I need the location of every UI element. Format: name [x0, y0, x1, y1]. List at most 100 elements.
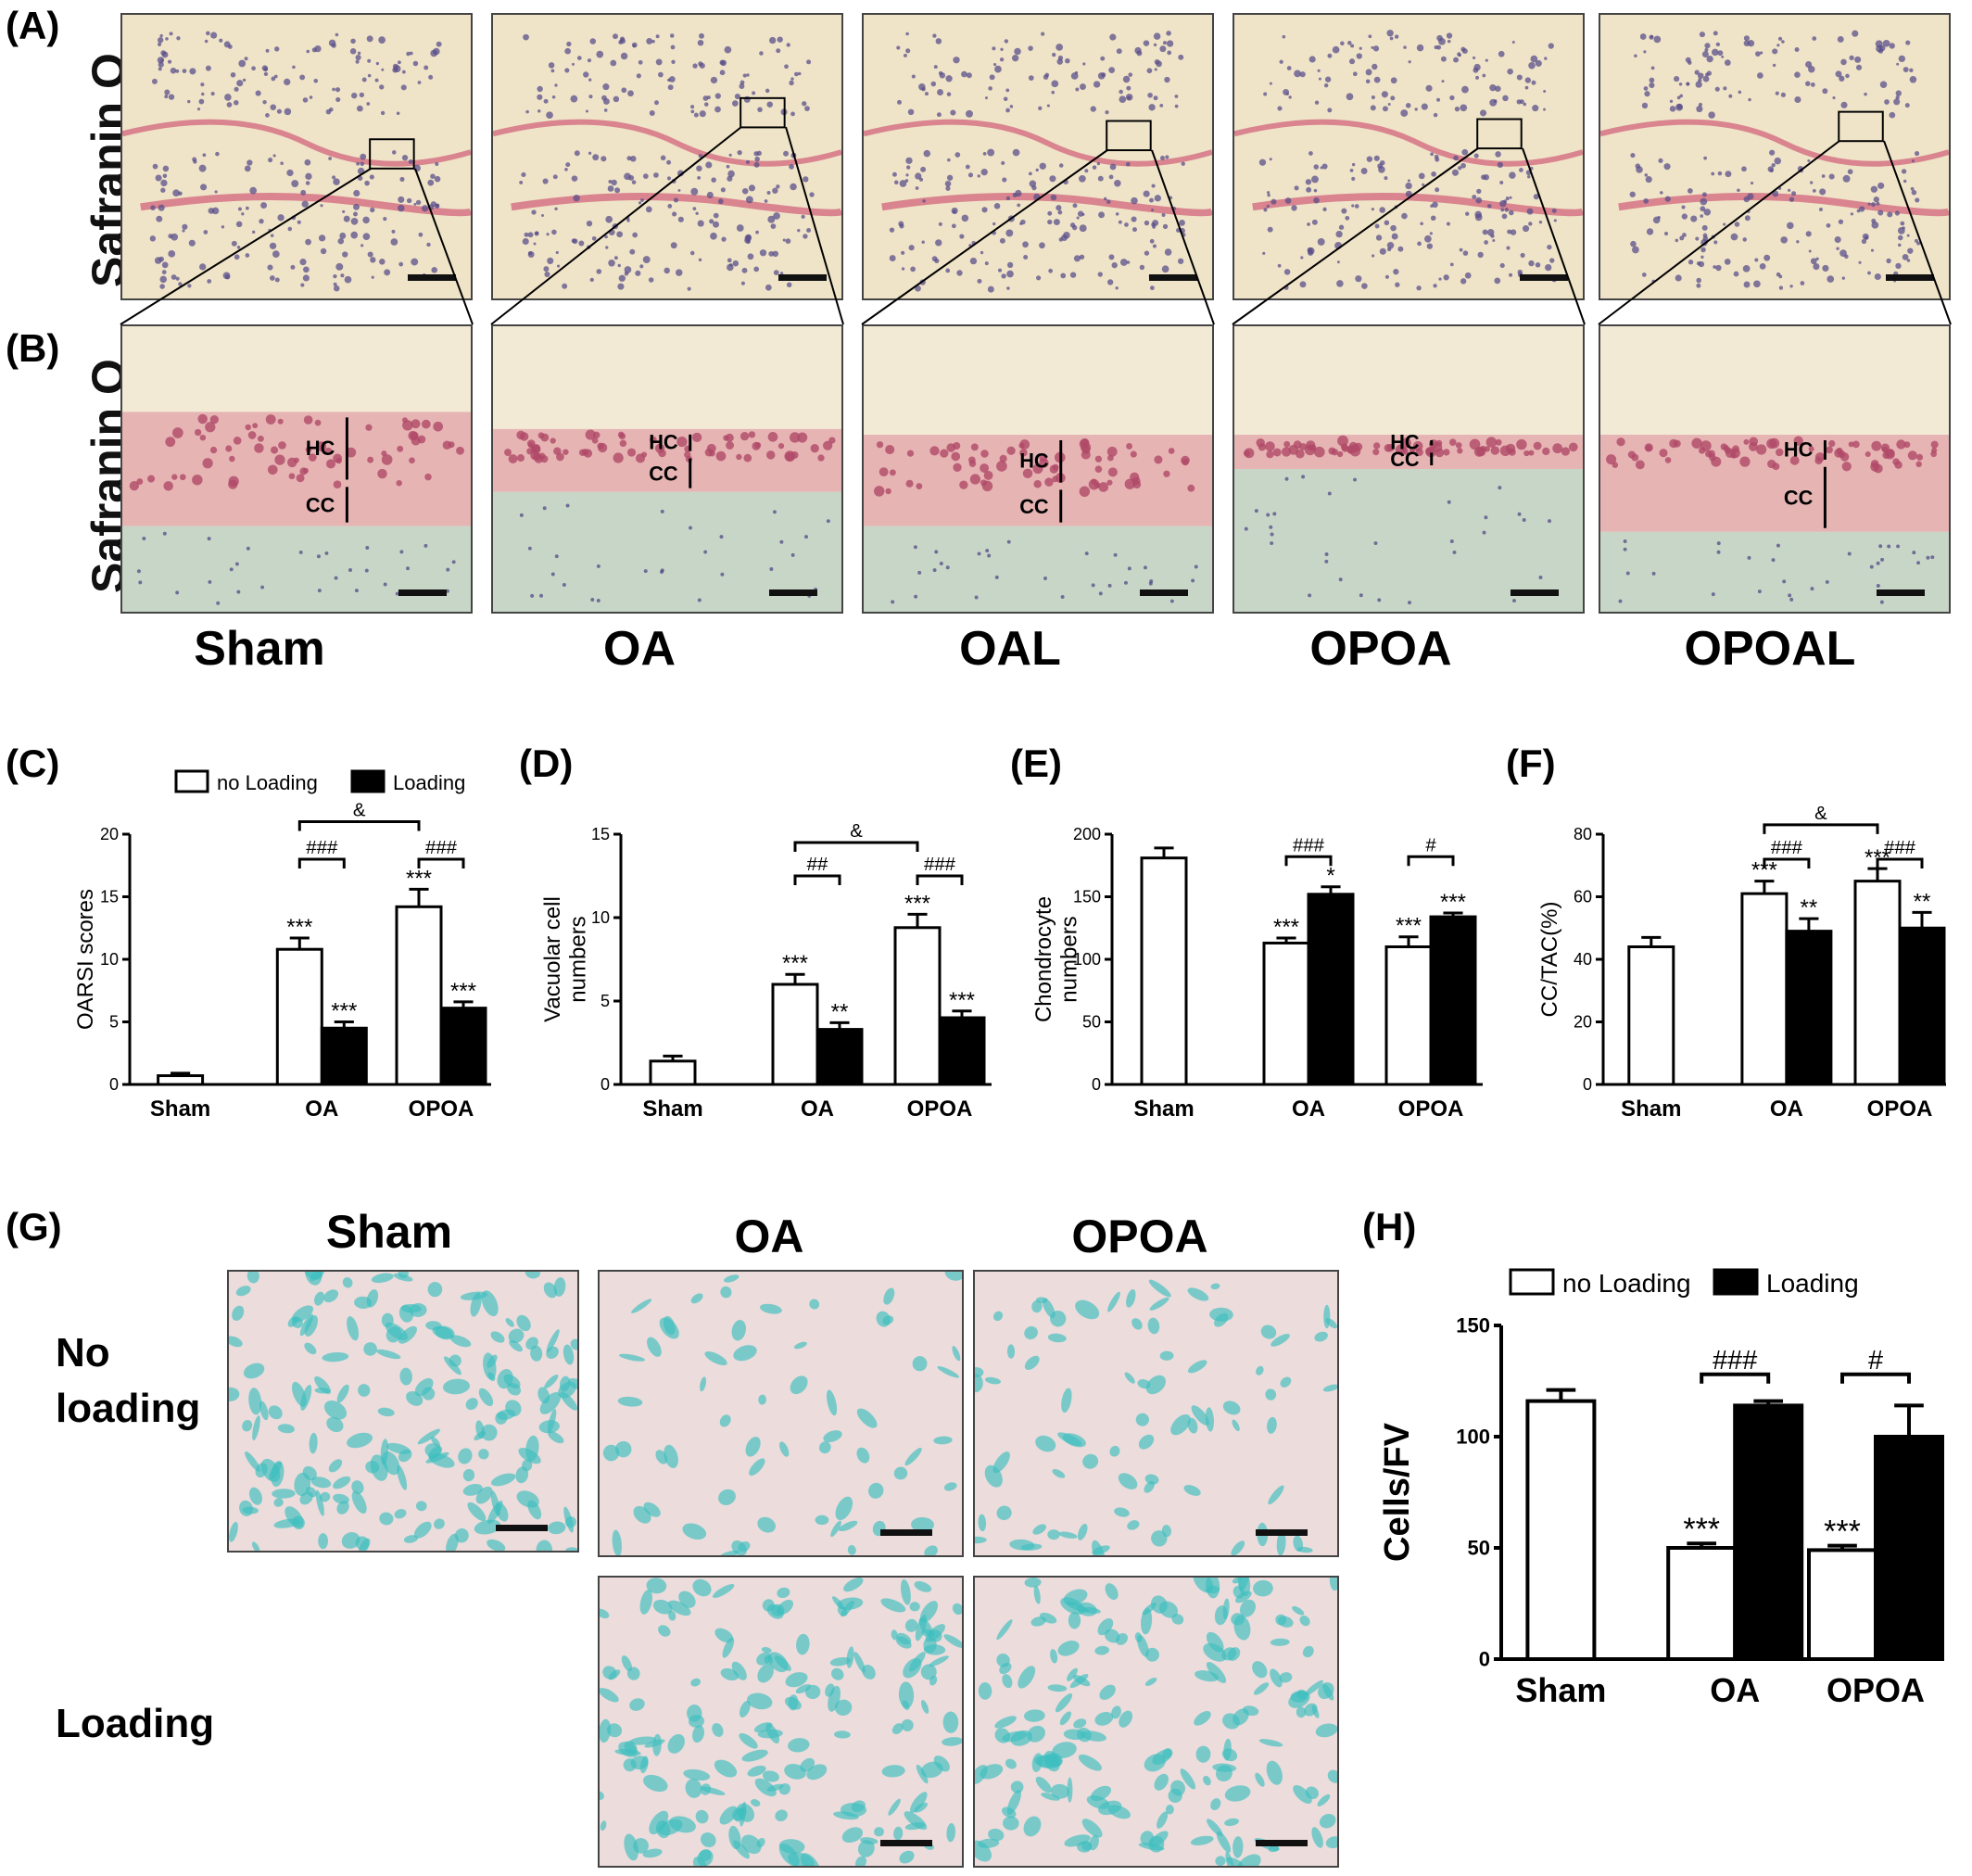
x-category-label: Sham [150, 1096, 210, 1122]
bar [1429, 915, 1477, 1086]
cc-label: CC [1784, 487, 1814, 510]
panel-label-g: (G) [6, 1205, 62, 1249]
bar [395, 905, 443, 1086]
bracket-label: # [1425, 835, 1436, 856]
y-tick-label: 5 [600, 992, 610, 1010]
x-category-label: Sham [642, 1096, 702, 1122]
bar [1733, 1403, 1804, 1661]
significance-label: *** [331, 999, 357, 1024]
y-tick-label: 150 [1073, 888, 1101, 906]
chart-oarsi-scores: 0 5 10 15 20 OARSI scores *** *** *** *** Sham OA OP… [28, 760, 510, 1140]
significance-bracket [1700, 1372, 1771, 1384]
y-tick-label: 50 [1468, 1536, 1490, 1559]
x-category-label: Sham [1133, 1096, 1194, 1122]
bar [1140, 856, 1188, 1086]
significance-bracket [1407, 855, 1455, 867]
cell-group-opoa: OPOA [1071, 1211, 1208, 1262]
legend-swatch [350, 769, 386, 793]
bar [1740, 892, 1789, 1086]
cell-staining-opoa-no-loading [973, 1270, 1339, 1557]
bar [1785, 930, 1833, 1086]
group-label-opoal: OPOAL [1684, 622, 1856, 676]
x-category-label: OA [1710, 1671, 1760, 1709]
cc-label: CC [1390, 448, 1420, 471]
panel-label-h: (H) [1362, 1205, 1417, 1249]
y-axis-label: Cells/FV [1378, 1422, 1417, 1562]
y-tick-label: 200 [1073, 825, 1101, 843]
histology-overview-opoa [1232, 13, 1585, 300]
y-tick-label: 0 [1479, 1647, 1490, 1670]
significance-label: *** [1396, 914, 1422, 939]
hc-label: HC [649, 431, 678, 454]
y-tick-label: 40 [1574, 950, 1592, 969]
hc-label: HC [1784, 437, 1814, 461]
bar [1384, 945, 1433, 1086]
hc-label: HC [306, 437, 335, 460]
significance-bracket [1763, 857, 1811, 868]
legend-label: Loading [393, 771, 465, 794]
x-category-label: OPOA [1827, 1671, 1925, 1709]
legend-swatch [1713, 1268, 1759, 1296]
bar [275, 947, 323, 1086]
x-category-label: Sham [1515, 1671, 1606, 1709]
significance-bracket [1284, 855, 1333, 867]
scale-bar [769, 589, 817, 596]
bar [1874, 1435, 1944, 1661]
hc-label: HC [1019, 450, 1049, 473]
y-tick-label: 100 [1073, 950, 1101, 969]
x-category-label: OPOA [907, 1096, 973, 1122]
significance-bracket [1876, 857, 1924, 868]
y-axis-label: numbers [566, 916, 591, 1002]
bracket-label: & [1814, 804, 1827, 824]
y-axis-label: OARSI scores [73, 889, 98, 1030]
scale-bar [1140, 589, 1188, 596]
scale-bar [398, 589, 447, 596]
bracket-label: ### [425, 838, 458, 858]
bar [320, 1026, 368, 1086]
scale-bar [1886, 274, 1934, 281]
group-label-opoa: OPOA [1309, 622, 1452, 676]
cell-staining-sham-no-loading [227, 1270, 579, 1553]
y-tick-label: 10 [591, 908, 610, 927]
x-category-label: OA [305, 1096, 338, 1122]
y-axis-label: numbers [1057, 916, 1082, 1002]
significance-label: *** [1273, 915, 1299, 940]
y-tick-label: 0 [1092, 1075, 1101, 1094]
significance-label: *** [406, 866, 432, 891]
bracket-label: ### [1293, 835, 1325, 856]
legend-swatch [1509, 1268, 1555, 1296]
histology-zoom-opoa: HC CC [1232, 324, 1585, 614]
bracket-label: ### [306, 838, 338, 858]
group-label-oal: OAL [959, 622, 1061, 676]
y-tick-label: 15 [100, 888, 119, 906]
bar [157, 1074, 205, 1086]
y-tick-label: 60 [1574, 888, 1592, 906]
significance-label: * [1326, 864, 1334, 889]
y-axis-label: Chondrocyte [1031, 896, 1056, 1022]
bar [1807, 1548, 1877, 1661]
scale-bar [496, 1525, 548, 1531]
legend-swatch [174, 769, 209, 793]
significance-bracket [297, 857, 346, 868]
bracket-label: ### [1713, 1346, 1757, 1375]
significance-bracket [916, 874, 964, 885]
significance-label: *** [782, 951, 808, 976]
bracket-label: # [1868, 1346, 1883, 1375]
significance-bracket [793, 841, 919, 852]
cell-staining-oa-loading [598, 1576, 964, 1868]
histology-zoom-sham: HC CC [120, 324, 473, 614]
cell-group-oa: OA [734, 1211, 804, 1262]
y-tick-label: 50 [1082, 1013, 1101, 1032]
bar [1666, 1546, 1738, 1661]
y-tick-label: 5 [109, 1013, 119, 1032]
chart-svg: 0 5 10 15 20 OARSI scores *** *** *** *** Sham OA OP… [73, 769, 491, 1122]
panel-label-a: (A) [6, 4, 60, 47]
bracket-label: & [353, 801, 366, 821]
x-category-label: Sham [1621, 1096, 1681, 1122]
significance-label: *** [949, 988, 975, 1013]
bar [893, 926, 942, 1086]
x-category-label: OPOA [1398, 1096, 1464, 1122]
y-tick-label: 0 [109, 1075, 119, 1094]
significance-label: ** [831, 999, 849, 1024]
y-tick-label: 150 [1456, 1313, 1490, 1337]
